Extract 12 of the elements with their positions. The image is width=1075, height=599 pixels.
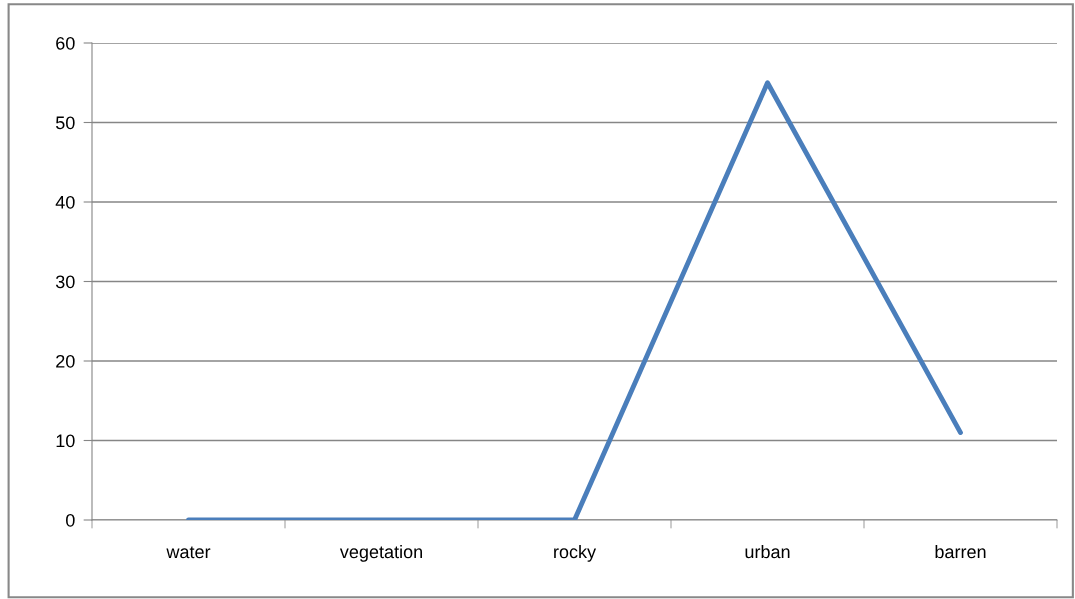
y-tick-label: 50 [55,116,75,130]
y-tick-label: 30 [55,275,75,289]
x-tick-label: barren [935,545,986,559]
x-tick-label: urban [745,545,790,559]
x-tick-label: water [166,546,211,559]
y-tick-label: 0 [66,513,75,527]
y-tick-label: 60 [56,36,75,50]
y-tick-label: 40 [55,195,75,209]
x-tick-label: rocky [554,545,597,562]
y-tick-label: 20 [56,354,75,368]
y-tick-label: 10 [56,434,75,448]
x-tick-label: vegetation [339,545,422,562]
